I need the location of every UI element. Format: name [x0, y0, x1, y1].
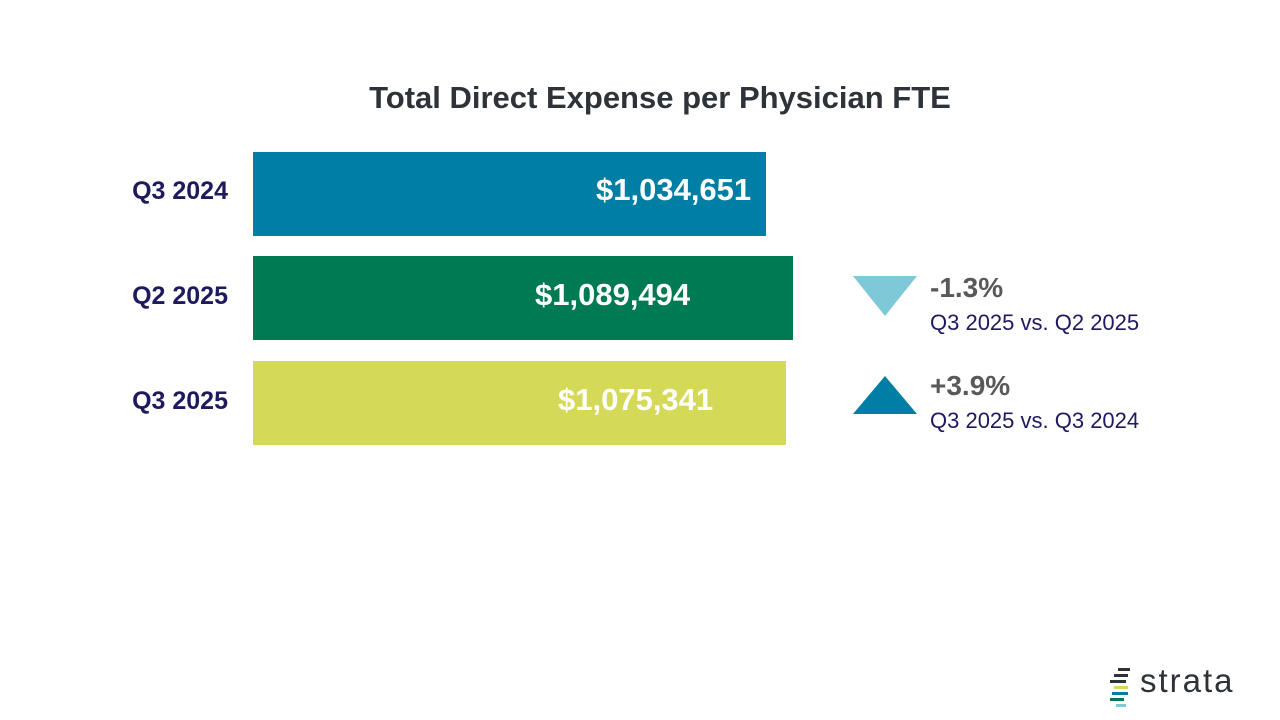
category-label-q2-2025: Q2 2025	[132, 282, 228, 310]
change-description: Q3 2025 vs. Q2 2025	[930, 310, 1140, 335]
change-indicator-vs-q2-2025: -1.3% Q3 2025 vs. Q2 2025	[852, 272, 1212, 352]
logo-text: strata	[1140, 662, 1235, 699]
strata-logo-mark-icon	[1110, 668, 1130, 707]
bar-value-label-q3-2024: $1,034,651	[596, 172, 752, 207]
category-label-q3-2024: Q3 2024	[132, 177, 228, 205]
chart-title: Total Direct Expense per Physician FTE	[369, 80, 951, 115]
bar-value-label-q3-2025: $1,075,341	[558, 382, 714, 417]
bar-q2-2025	[253, 256, 793, 340]
triangle-up-icon	[853, 376, 917, 414]
category-label-q3-2025: Q3 2025	[132, 387, 228, 415]
change-percent: -1.3%	[930, 272, 1004, 303]
bar-value-label-q2-2025: $1,089,494	[535, 277, 691, 312]
triangle-down-icon	[853, 276, 917, 316]
bar-q3-2024	[253, 152, 766, 236]
change-percent: +3.9%	[930, 370, 1011, 401]
change-description: Q3 2025 vs. Q3 2024	[930, 408, 1140, 433]
bar-q3-2025	[253, 361, 786, 445]
change-indicator-vs-q3-2024: +3.9% Q3 2025 vs. Q3 2024	[852, 370, 1212, 450]
strata-logo: strata	[1108, 662, 1258, 708]
